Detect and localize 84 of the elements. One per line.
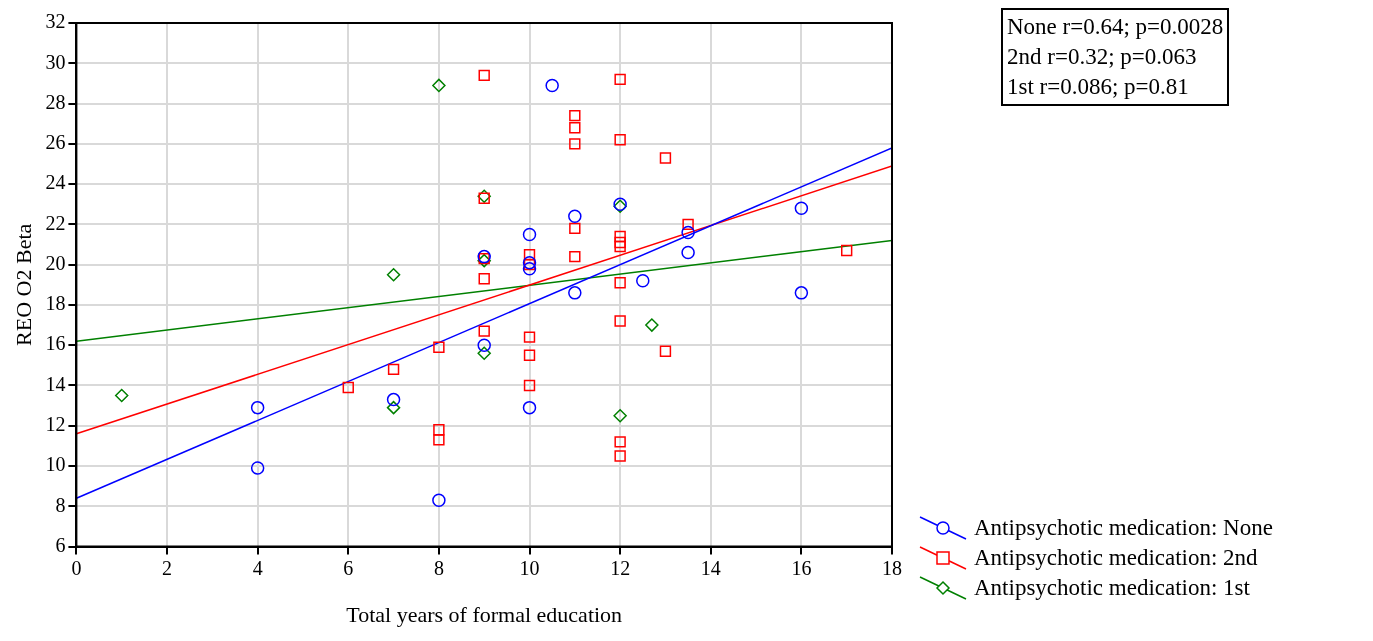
point <box>569 138 581 150</box>
point <box>569 109 581 122</box>
point <box>614 134 626 146</box>
point <box>614 450 626 462</box>
x-tick-label: 16 <box>791 556 812 579</box>
point <box>478 325 490 337</box>
point <box>523 248 536 261</box>
y-tick-label: 20 <box>45 251 66 274</box>
x-tick-label: 12 <box>610 556 631 579</box>
point <box>522 400 537 415</box>
point <box>794 201 809 216</box>
legend-label: Antipsychotic medication: 1st <box>974 574 1250 602</box>
point <box>614 73 626 86</box>
point <box>523 331 536 343</box>
y-tick-label: 16 <box>45 332 66 355</box>
y-tick-label: 6 <box>55 533 66 556</box>
point <box>568 286 582 300</box>
point <box>523 379 536 392</box>
point <box>387 363 400 376</box>
x-tick-label: 10 <box>519 556 540 579</box>
x-tick-label: 0 <box>71 556 82 579</box>
point <box>614 277 626 289</box>
point <box>614 236 626 249</box>
y-tick-label: 18 <box>45 292 66 315</box>
point <box>659 152 672 164</box>
point <box>569 222 581 235</box>
point <box>250 461 265 475</box>
point <box>114 388 129 403</box>
point <box>386 392 401 407</box>
point <box>568 209 582 224</box>
text: 1st r=0.086; p=0.81 <box>1007 73 1190 101</box>
point <box>681 225 695 240</box>
x-axis-title: Total years of formal education <box>346 601 623 627</box>
point <box>614 436 626 448</box>
point <box>614 315 626 327</box>
point <box>613 408 627 423</box>
x-tick-label: 4 <box>252 556 263 579</box>
x-tick-label: 14 <box>700 556 721 579</box>
x-tick-label: 18 <box>882 556 902 579</box>
y-tick-label: 14 <box>45 372 66 395</box>
y-tick-label: 24 <box>45 171 66 194</box>
point <box>432 78 446 93</box>
point <box>636 274 650 288</box>
point <box>478 273 490 285</box>
y-axis-title: REO O2 Beta <box>10 223 36 346</box>
point <box>433 434 445 446</box>
y-tick-label: 10 <box>45 453 66 476</box>
y-tick-label: 32 <box>45 10 66 33</box>
point <box>682 218 694 231</box>
x-tick-label: 6 <box>343 556 354 579</box>
point <box>659 345 672 357</box>
point <box>432 493 446 508</box>
point <box>523 349 536 361</box>
point <box>386 267 401 282</box>
x-tick-label: 8 <box>433 556 444 579</box>
point <box>840 244 853 257</box>
y-tick-label: 12 <box>45 413 66 436</box>
point <box>614 240 626 253</box>
point <box>478 69 490 82</box>
point <box>522 227 537 242</box>
point <box>569 250 581 263</box>
point <box>433 424 445 436</box>
text: 2nd r=0.32; p=0.063 <box>1007 43 1198 71</box>
point <box>681 245 695 260</box>
y-tick-label: 26 <box>45 131 66 154</box>
point <box>342 381 354 394</box>
point <box>545 78 559 93</box>
point <box>477 346 491 361</box>
x-tick-label: 2 <box>162 556 173 579</box>
point <box>569 122 581 134</box>
legend-label: Antipsychotic medication: None <box>974 514 1273 542</box>
point <box>794 286 809 300</box>
y-tick-label: 30 <box>45 50 66 73</box>
y-tick-label: 28 <box>45 90 66 113</box>
point <box>477 338 491 352</box>
y-tick-label: 22 <box>45 211 66 234</box>
point <box>645 318 659 332</box>
text: None r=0.64; p=0.0028 <box>1007 13 1224 41</box>
point <box>522 261 537 276</box>
y-tick-label: 8 <box>55 493 66 516</box>
point <box>250 400 265 415</box>
point <box>386 400 401 415</box>
legend-label: Antipsychotic medication: 2nd <box>974 544 1258 572</box>
point <box>433 341 445 353</box>
